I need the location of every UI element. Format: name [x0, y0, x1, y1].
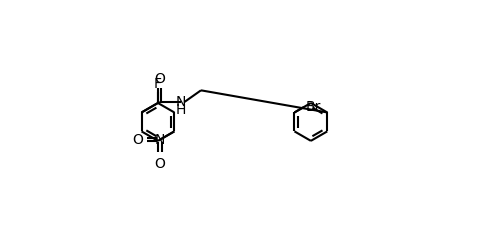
- Text: Br: Br: [306, 100, 321, 114]
- Text: H: H: [176, 103, 186, 117]
- Text: O: O: [154, 72, 166, 86]
- Text: O: O: [154, 157, 166, 171]
- Text: O: O: [132, 133, 143, 147]
- Text: N: N: [176, 94, 186, 109]
- Text: N: N: [155, 133, 166, 147]
- Text: F: F: [154, 76, 162, 91]
